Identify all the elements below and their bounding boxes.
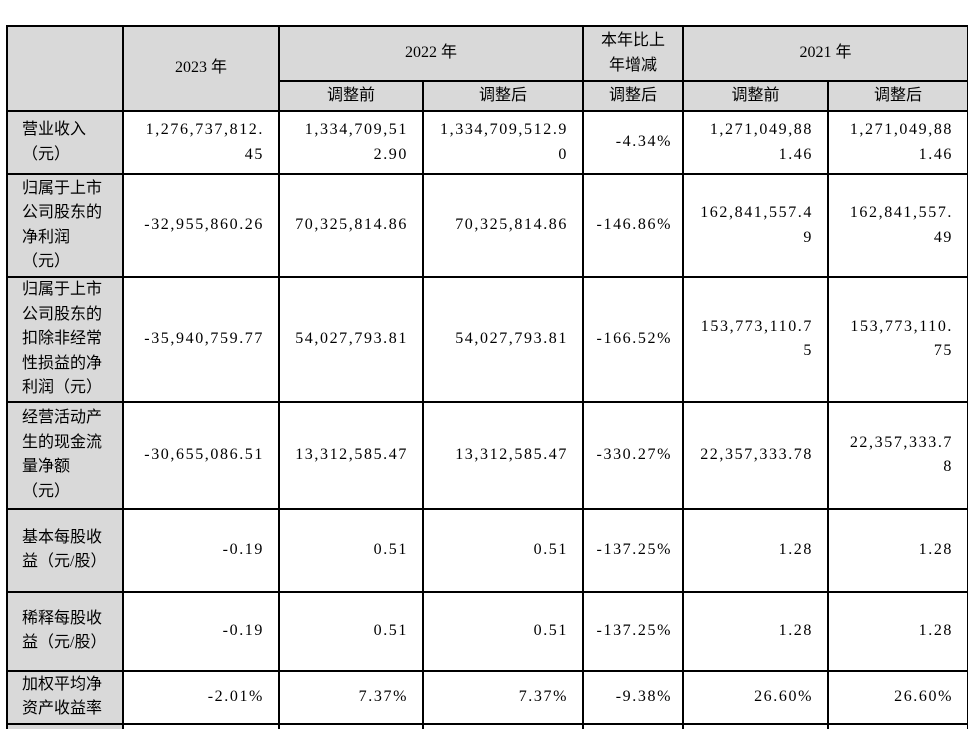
metric-label-cell: 基本每股收益（元/股） bbox=[6, 507, 124, 593]
header-yoy-adj-after: 调整后 bbox=[582, 80, 685, 112]
value-cell-2023: -0.19 bbox=[122, 507, 280, 593]
value-cell-2021-before: 1.28 bbox=[682, 507, 830, 593]
value-cell-2023: -35,940,759.77 bbox=[122, 276, 280, 403]
header-row-adjustment: 调整前 调整后 调整后 调整前 调整后 bbox=[7, 80, 968, 112]
header-2022-adj-before: 调整前 bbox=[278, 80, 424, 112]
value-cell-yoy-after bbox=[582, 722, 685, 729]
value-cell-2022-before: 54,027,793.81 bbox=[278, 276, 424, 403]
table-row-operating-cash-flow: 经营活动产生的现金流量净额（元） -30,655,086.51 13,312,5… bbox=[6, 400, 968, 510]
value-cell-2021-after: 22,357,333.78 bbox=[827, 400, 968, 510]
value-cell-yoy-after: -146.86% bbox=[582, 173, 685, 278]
value-cell-yoy-after: -137.25% bbox=[582, 507, 685, 593]
value-cell-2022-before: 1,334,709,512.90 bbox=[278, 110, 424, 175]
header-2021-adj-after: 调整后 bbox=[827, 80, 968, 112]
header-row-years: 2023 年 2022 年 本年比上年增减 2021 年 bbox=[6, 25, 968, 112]
value-cell-2022-after: 54,027,793.81 bbox=[421, 276, 585, 403]
table-row-basic-eps: 基本每股收益（元/股） -0.19 0.51 0.51 -137.25% 1.2… bbox=[6, 507, 968, 593]
value-cell-2021-before: 162,841,557.49 bbox=[682, 173, 830, 278]
table-row-diluted-eps: 稀释每股收益（元/股） -0.19 0.51 0.51 -137.25% 1.2… bbox=[6, 590, 968, 672]
value-cell-yoy-after: -166.52% bbox=[582, 276, 685, 403]
value-cell-2021-after: 162,841,557.49 bbox=[827, 173, 968, 278]
table-row-net-profit: 归属于上市公司股东的净利润（元） -32,955,860.26 70,325,8… bbox=[6, 173, 968, 278]
value-cell-2022-after: 70,325,814.86 bbox=[421, 173, 585, 278]
table-row-weighted-avg-roe: 加权平均净资产收益率 -2.01% 7.37% 7.37% -9.38% 26.… bbox=[6, 669, 968, 725]
header-2021-adj-before: 调整前 bbox=[682, 80, 830, 112]
value-cell-2023: 1,276,737,812.45 bbox=[122, 110, 280, 175]
value-cell-yoy-after: -137.25% bbox=[582, 590, 685, 672]
metric-label-cell: 营业收入（元） bbox=[6, 110, 124, 175]
value-cell-2021-before: 1,271,049,881.46 bbox=[682, 110, 830, 175]
value-cell-2021-after: 1,271,049,881.46 bbox=[827, 110, 968, 175]
value-cell-2022-after: 13,312,585.47 bbox=[421, 400, 585, 510]
value-cell-2021-before: 26.60% bbox=[682, 669, 830, 725]
table-row-revenue: 营业收入（元） 1,276,737,812.45 1,334,709,512.9… bbox=[6, 110, 968, 175]
value-cell-2022-after bbox=[421, 722, 585, 729]
value-cell-2022-before bbox=[278, 722, 424, 729]
metric-label-cell: 稀释每股收益（元/股） bbox=[6, 590, 124, 672]
value-cell-2021-after bbox=[827, 722, 968, 729]
table-row-partial-clipped bbox=[6, 722, 968, 729]
value-cell-2022-before: 0.51 bbox=[278, 590, 424, 672]
value-cell-yoy-after: -330.27% bbox=[582, 400, 685, 510]
value-cell-2022-before: 0.51 bbox=[278, 507, 424, 593]
value-cell-2021-before: 22,357,333.78 bbox=[682, 400, 830, 510]
value-cell-2022-after: 0.51 bbox=[421, 507, 585, 593]
value-cell-2021-before: 1.28 bbox=[682, 590, 830, 672]
metric-label-cell bbox=[6, 722, 124, 729]
metric-label-cell: 归属于上市公司股东的净利润（元） bbox=[6, 173, 124, 278]
value-cell-2022-after: 7.37% bbox=[421, 669, 585, 725]
value-cell-2023: -2.01% bbox=[122, 669, 280, 725]
financial-summary-table: 2023 年 2022 年 本年比上年增减 2021 年 调整前 调整后 调整后… bbox=[6, 25, 968, 729]
metric-label-cell: 经营活动产生的现金流量净额（元） bbox=[6, 400, 124, 510]
value-cell-2022-before: 70,325,814.86 bbox=[278, 173, 424, 278]
value-cell-2022-after: 1,334,709,512.90 bbox=[421, 110, 585, 175]
value-cell-2022-before: 7.37% bbox=[278, 669, 424, 725]
metric-label-cell: 归属于上市公司股东的扣除非经常性损益的净利润（元） bbox=[6, 276, 124, 403]
value-cell-2023: -30,655,086.51 bbox=[122, 400, 280, 510]
value-cell-2021-after: 26.60% bbox=[827, 669, 968, 725]
value-cell-2021-after: 153,773,110.75 bbox=[827, 276, 968, 403]
corner-blank-cell bbox=[6, 25, 124, 112]
metric-label-cell: 加权平均净资产收益率 bbox=[6, 669, 124, 725]
value-cell-2023: -0.19 bbox=[122, 590, 280, 672]
value-cell-2023 bbox=[122, 722, 280, 729]
value-cell-yoy-after: -4.34% bbox=[582, 110, 685, 175]
header-2021: 2021 年 bbox=[682, 25, 968, 82]
header-yoy: 本年比上年增减 bbox=[582, 25, 685, 82]
header-2022-adj-after: 调整后 bbox=[421, 80, 585, 112]
table-row-net-profit-excl-nonrecurring: 归属于上市公司股东的扣除非经常性损益的净利润（元） -35,940,759.77… bbox=[6, 276, 968, 403]
value-cell-2021-before bbox=[682, 722, 830, 729]
value-cell-2021-before: 153,773,110.75 bbox=[682, 276, 830, 403]
value-cell-yoy-after: -9.38% bbox=[582, 669, 685, 725]
header-2023: 2023 年 bbox=[122, 25, 280, 112]
value-cell-2021-after: 1.28 bbox=[827, 507, 968, 593]
value-cell-2021-after: 1.28 bbox=[827, 590, 968, 672]
value-cell-2022-before: 13,312,585.47 bbox=[278, 400, 424, 510]
header-2022: 2022 年 bbox=[277, 25, 585, 82]
value-cell-2023: -32,955,860.26 bbox=[122, 173, 280, 278]
value-cell-2022-after: 0.51 bbox=[421, 590, 585, 672]
